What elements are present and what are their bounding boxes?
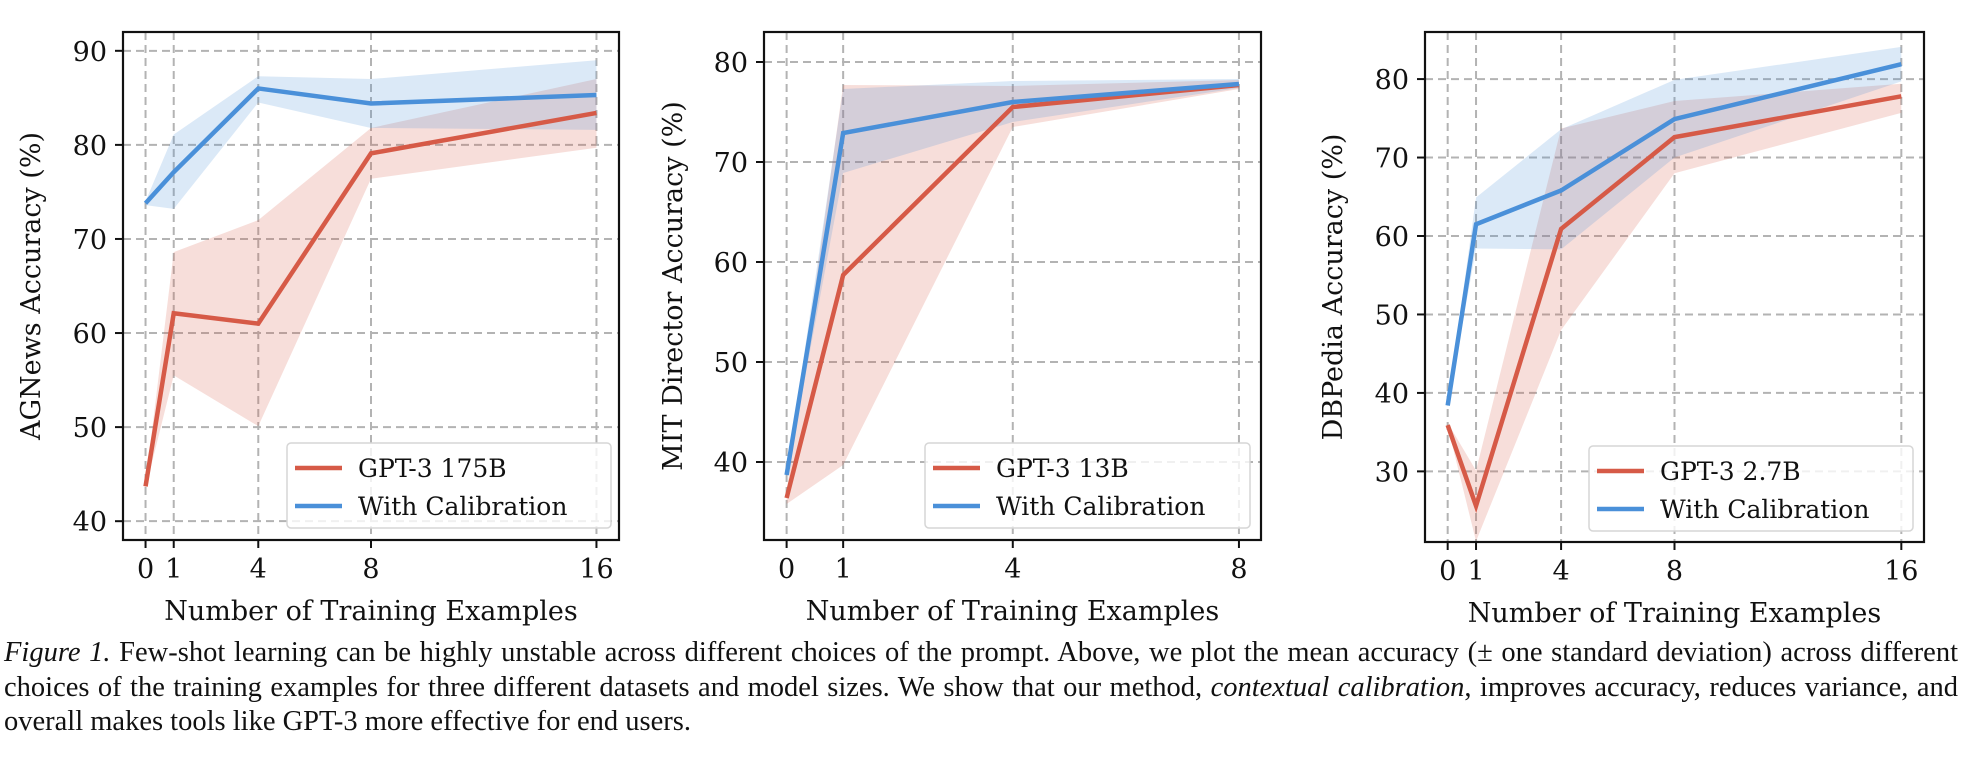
x-tick-label: 1 xyxy=(1467,556,1484,587)
std-band-series-1 xyxy=(786,80,1239,504)
std-band-series-1 xyxy=(145,79,597,489)
y-tick-label: 60 xyxy=(1375,222,1409,253)
caption-text-2: , improves accuracy, reduces variance, a… xyxy=(4,671,1958,738)
x-tick-label: 4 xyxy=(1552,556,1569,587)
line-series-2 xyxy=(784,81,1240,476)
y-tick-label: 40 xyxy=(1375,379,1409,410)
y-tick-label: 30 xyxy=(1375,457,1409,488)
x-tick-label: 4 xyxy=(1004,554,1021,585)
y-tick-label: 90 xyxy=(73,37,107,68)
legend-entry-label: With Calibration xyxy=(358,492,567,521)
y-tick-label: 50 xyxy=(1375,300,1409,331)
figure-caption: Figure 1. Few-shot learning can be highl… xyxy=(4,636,1958,740)
x-axis-label: Number of Training Examples xyxy=(1468,598,1882,629)
y-axis-label: AGNews Accuracy (%) xyxy=(16,132,47,441)
y-tick-label: 70 xyxy=(1375,144,1409,175)
legend-box xyxy=(286,442,612,529)
x-tick-label: 4 xyxy=(250,554,267,585)
x-tick-label: 16 xyxy=(579,554,613,585)
legend: GPT-3 175B With Calibration xyxy=(286,442,612,529)
x-tick-label: 8 xyxy=(1230,554,1247,585)
y-tick-label: 80 xyxy=(1375,65,1409,96)
y-axis-label: DBPedia Accuracy (%) xyxy=(1318,134,1349,441)
x-tick-label: 1 xyxy=(165,554,182,585)
chart-panel-2: 40 50 60 70 80 0 1 4 8 Number of Training Example… xyxy=(658,30,1263,627)
x-tick-label: 16 xyxy=(1884,556,1918,587)
caption-emphasis: contextual calibration xyxy=(1210,671,1465,703)
x-tick-label: 8 xyxy=(362,554,379,585)
y-tick-label: 70 xyxy=(714,148,748,179)
y-tick-label: 70 xyxy=(73,225,107,256)
y-tick-label: 80 xyxy=(73,131,107,162)
y-tick-label: 40 xyxy=(73,507,107,538)
y-tick-label: 50 xyxy=(714,348,748,379)
legend-entry-label: GPT-3 175B xyxy=(358,454,507,483)
y-tick-label: 40 xyxy=(714,448,748,479)
y-axis-label: MIT Director Accuracy (%) xyxy=(658,101,689,471)
line-series-1 xyxy=(784,82,1240,499)
y-tick-label: 50 xyxy=(73,413,107,444)
y-tick-label: 80 xyxy=(714,48,748,79)
x-tick-label: 0 xyxy=(778,554,795,585)
caption-text-1: Few-shot learning can be highly unstable… xyxy=(4,637,1958,703)
legend-entry-label: With Calibration xyxy=(1660,495,1869,524)
y-tick-label: 60 xyxy=(73,319,107,350)
y-tick-label: 60 xyxy=(714,248,748,279)
x-tick-label: 0 xyxy=(137,554,154,585)
legend-entry-label: With Calibration xyxy=(996,492,1205,521)
legend-box xyxy=(924,442,1251,529)
x-tick-label: 8 xyxy=(1666,556,1683,587)
x-tick-label: 0 xyxy=(1439,556,1456,587)
std-band-series-1 xyxy=(1447,83,1902,542)
legend: GPT-3 13B With Calibration xyxy=(924,442,1251,529)
x-axis-label: Number of Training Examples xyxy=(806,596,1220,627)
std-band-series-2 xyxy=(1447,46,1902,408)
legend-box xyxy=(1588,445,1914,532)
x-axis-label: Number of Training Examples xyxy=(164,596,578,627)
legend-entry-label: GPT-3 2.7B xyxy=(1660,457,1801,486)
caption-label: Figure 1. xyxy=(4,637,111,668)
x-tick-label: 1 xyxy=(835,554,852,585)
legend-entry-label: GPT-3 13B xyxy=(996,454,1129,483)
legend: GPT-3 2.7B With Calibration xyxy=(1588,445,1914,532)
